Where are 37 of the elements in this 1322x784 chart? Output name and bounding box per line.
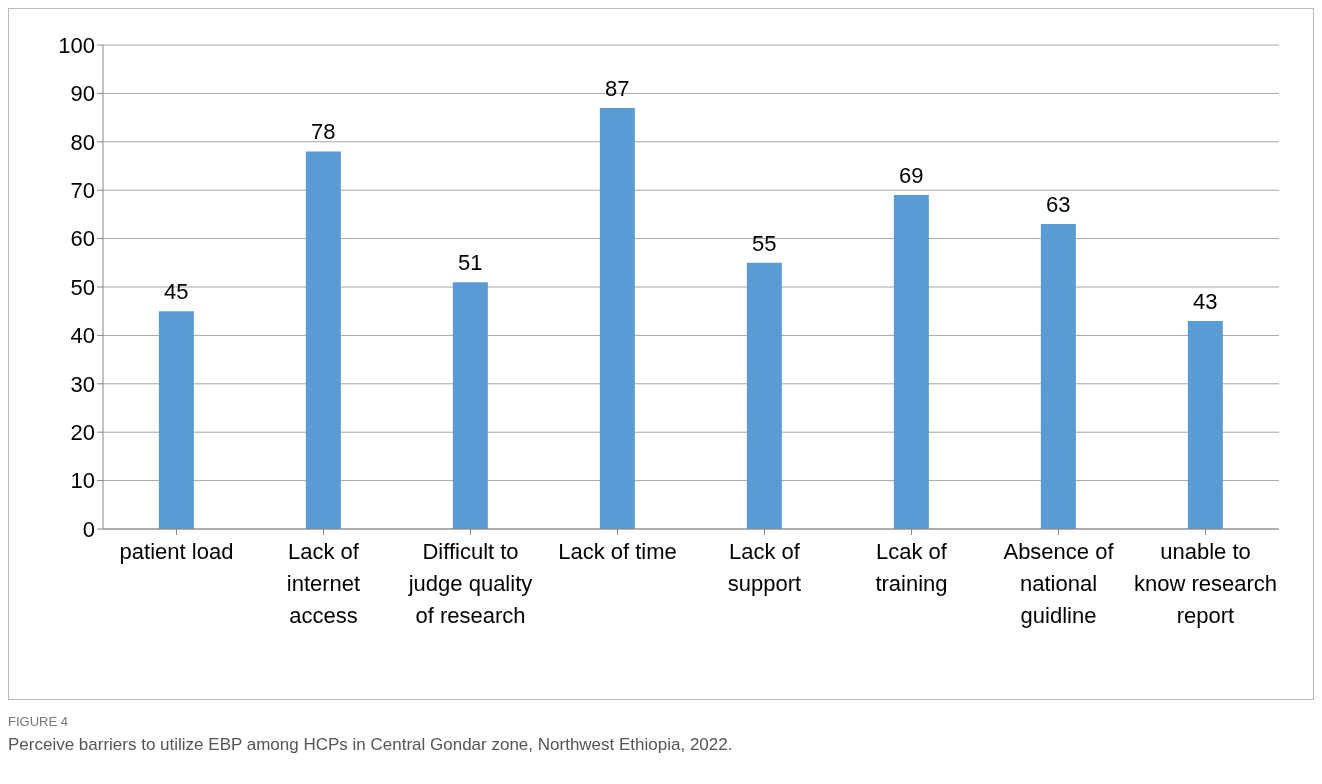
data-label: 55 <box>752 230 777 256</box>
y-tick-label: 100 <box>58 32 95 58</box>
x-tick-label: Absence of national guidline <box>1003 539 1115 628</box>
y-tick-label: 30 <box>70 371 95 397</box>
data-label: 87 <box>605 75 630 101</box>
y-tick-label: 50 <box>70 274 95 300</box>
x-tick-label: Difficult to judge quality of research <box>407 539 533 628</box>
bar <box>599 107 635 529</box>
x-tick-label: Lack of time <box>558 539 677 564</box>
bar <box>305 151 341 529</box>
y-tick-label: 80 <box>70 129 95 155</box>
bar <box>893 195 929 529</box>
caption: FIGURE 4 <box>8 714 69 729</box>
data-label: 63 <box>1046 192 1071 218</box>
x-tick-label: patient load <box>119 539 234 564</box>
bar <box>746 262 782 529</box>
y-tick-label: 0 <box>82 516 95 542</box>
data-label: 51 <box>458 250 483 276</box>
y-tick-label: 90 <box>70 81 95 107</box>
text: Perceive barriers to utilize EBP among HCPs in Central Gondar zone, Northwest Ethiopia, 2022. <box>8 735 734 755</box>
y-tick-label: 10 <box>70 468 95 494</box>
bar <box>1040 224 1076 529</box>
y-tick-label: 40 <box>70 323 95 349</box>
y-tick-label: 70 <box>70 178 95 204</box>
bar <box>452 282 488 529</box>
data-label: 43 <box>1193 288 1218 314</box>
y-tick-label: 60 <box>70 226 95 252</box>
x-tick-label: unable to know research report <box>1133 539 1278 628</box>
x-tick-label: Lack of internet access <box>286 539 361 628</box>
x-tick-label: Lcak of training <box>875 539 948 596</box>
data-label: 45 <box>164 279 189 305</box>
bar <box>158 311 194 529</box>
bar <box>1187 320 1223 529</box>
y-tick-label: 20 <box>70 420 95 446</box>
x-tick-label: Lack of support <box>727 539 802 596</box>
data-label: 69 <box>899 163 924 189</box>
data-label: 78 <box>311 119 336 145</box>
